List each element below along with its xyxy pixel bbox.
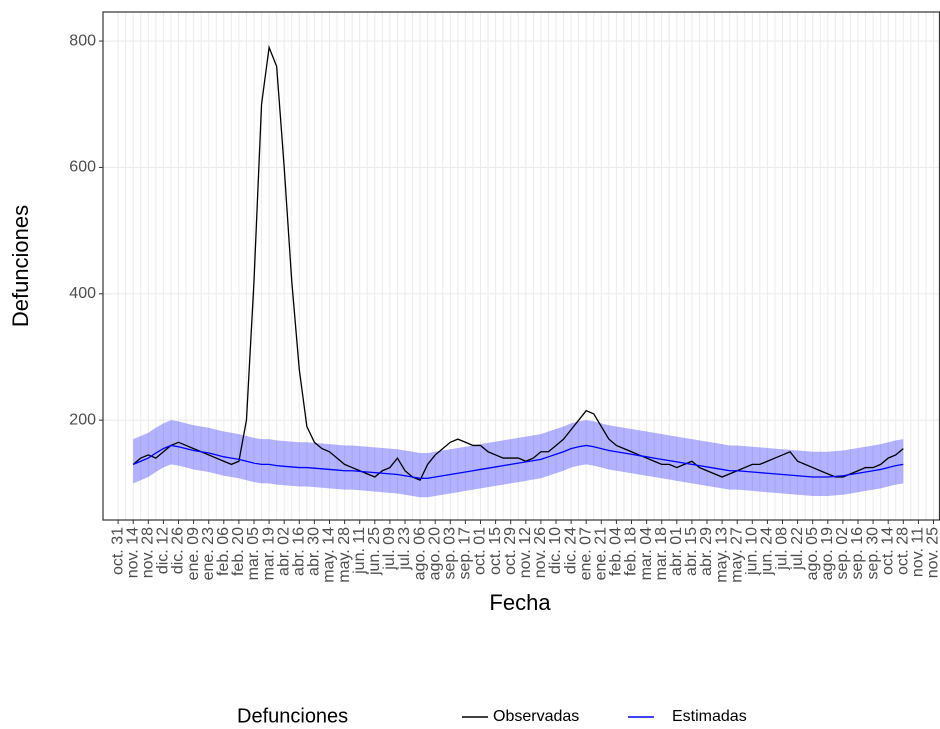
x-tick-label: jun. 11 xyxy=(351,527,368,575)
x-tick-label: mar. 18 xyxy=(653,527,670,580)
x-tick-label: nov. 11 xyxy=(910,527,927,577)
x-tick-label: feb. 20 xyxy=(230,527,247,576)
x-tick-label: nov. 12 xyxy=(517,527,534,578)
x-tick-label: oct. 01 xyxy=(472,527,489,575)
x-tick-label: mar. 05 xyxy=(245,527,262,580)
x-tick-label: feb. 06 xyxy=(215,527,232,576)
x-tick-label: jun. 24 xyxy=(759,527,776,576)
x-tick-label: ene. 21 xyxy=(593,527,610,580)
x-tick-label: abr. 29 xyxy=(698,527,715,576)
x-tick-label: dic. 24 xyxy=(562,527,579,574)
x-tick-label: feb. 04 xyxy=(608,527,625,576)
x-tick-label: nov. 14 xyxy=(124,527,141,578)
x-tick-label: abr. 01 xyxy=(668,527,685,576)
x-tick-label: abr. 02 xyxy=(275,527,292,576)
x-tick-label: oct. 31 xyxy=(109,527,126,575)
x-tick-label: jun. 25 xyxy=(366,527,383,576)
x-tick-label: mar. 19 xyxy=(260,527,277,580)
x-tick-label: jun. 10 xyxy=(744,527,761,576)
x-tick-label: ene. 09 xyxy=(185,527,202,580)
x-tick-label: sep. 16 xyxy=(849,527,866,580)
x-tick-label: ago. 19 xyxy=(819,527,836,580)
x-tick-label: may. 28 xyxy=(336,527,353,583)
y-tick-label: 600 xyxy=(69,159,96,176)
x-tick-label: abr. 15 xyxy=(683,527,700,576)
x-tick-label: may. 13 xyxy=(713,527,730,583)
x-tick-label: feb. 18 xyxy=(623,527,640,576)
legend-title: Defunciones xyxy=(237,705,348,727)
x-tick-label: may. 27 xyxy=(728,527,745,583)
legend: Defunciones Observadas Estimadas xyxy=(237,705,747,727)
x-tick-label: jul. 23 xyxy=(396,527,413,571)
panel-background xyxy=(103,12,940,520)
y-tick-label: 400 xyxy=(69,285,96,302)
x-tick-label: ago. 05 xyxy=(804,527,821,580)
x-tick-label: sep. 17 xyxy=(457,527,474,580)
x-tick-label: jul. 22 xyxy=(789,527,806,571)
y-tick-label: 200 xyxy=(69,411,96,428)
x-tick-label: dic. 10 xyxy=(547,527,564,574)
x-tick-label: ago. 20 xyxy=(426,527,443,580)
x-tick-label: sep. 02 xyxy=(834,527,851,580)
x-tick-label: sep. 30 xyxy=(864,527,881,580)
x-tick-label: ene. 23 xyxy=(200,527,217,580)
series-line xyxy=(132,44,904,482)
x-tick-label: may. 14 xyxy=(321,527,338,583)
x-tick-label: nov. 28 xyxy=(140,527,157,578)
y-tick-label: 800 xyxy=(69,32,96,49)
x-tick-label: oct. 28 xyxy=(895,527,912,575)
x-tick-label: ago. 06 xyxy=(411,527,428,580)
x-tick-label: oct. 15 xyxy=(487,527,504,575)
x-tick-label: jul. 08 xyxy=(774,527,791,571)
x-tick-label: jul. 09 xyxy=(381,527,398,571)
x-tick-label: dic. 12 xyxy=(155,527,172,574)
x-tick-label: abr. 16 xyxy=(291,527,308,576)
x-tick-label: oct. 29 xyxy=(502,527,519,575)
legend-label: Estimadas xyxy=(672,708,747,725)
x-tick-label: sep. 03 xyxy=(442,527,459,580)
x-tick-label: mar. 04 xyxy=(638,527,655,580)
x-tick-label: nov. 25 xyxy=(925,527,940,578)
x-tick-label: ene. 07 xyxy=(577,527,594,580)
legend-label: Observadas xyxy=(493,708,579,725)
x-axis-title: Fecha xyxy=(489,590,551,615)
x-tick-label: oct. 14 xyxy=(879,527,896,575)
x-tick-label: nov. 26 xyxy=(532,527,549,578)
x-tick-label: dic. 26 xyxy=(170,527,187,574)
y-axis-title: Defunciones xyxy=(8,205,33,327)
series-line xyxy=(132,444,904,479)
x-tick-label: abr. 30 xyxy=(306,527,323,576)
